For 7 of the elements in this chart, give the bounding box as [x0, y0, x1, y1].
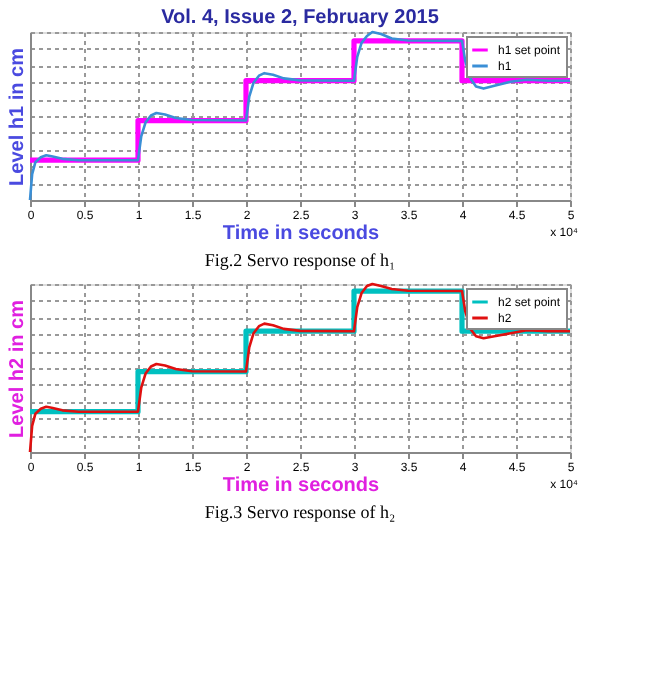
y-axis-title: Level h2 in cm — [7, 299, 29, 438]
caption: Fig.2 Servo response of h₁ — [204, 250, 396, 270]
x-axis-title: Time in seconds — [222, 475, 381, 497]
x-axis-title: Time in seconds — [222, 223, 381, 245]
y-axis-title: Level h1 in cm — [7, 47, 29, 186]
chart-title: Vol. 4, Issue 2, February 2015 — [161, 6, 440, 29]
caption: Fig.3 Servo response of h₂ — [204, 502, 396, 522]
